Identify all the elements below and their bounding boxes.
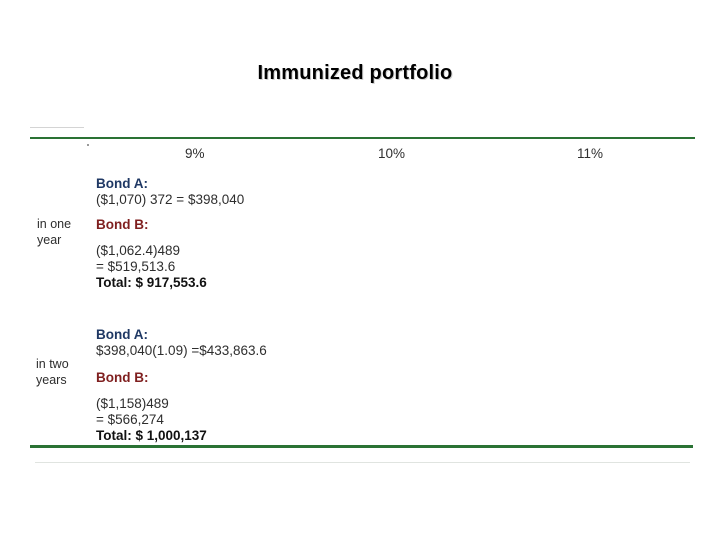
bond-a-label-row2: Bond A: [96, 327, 148, 342]
bond-a-value-row1: ($1,070) 372 = $398,040 [96, 192, 245, 207]
total-row2: Total: $ 1,000,137 [96, 428, 207, 443]
table-bottom-border-faint [35, 462, 690, 463]
bond-b-value-line1-row2: ($1,158)489 [96, 396, 169, 411]
table-top-border [30, 137, 695, 139]
column-header-9pct: 9% [185, 146, 205, 161]
stray-line-artifact [30, 127, 84, 128]
bond-a-label-row1: Bond A: [96, 176, 148, 191]
bond-b-value-line2-row1: = $519,513.6 [96, 259, 176, 274]
bond-a-value-row2: $398,040(1.09) =$433,863.6 [96, 343, 267, 358]
column-header-10pct: 10% [378, 146, 406, 161]
bond-b-value-line2-row2: = $566,274 [96, 412, 164, 427]
table-bottom-border [30, 445, 693, 448]
row-label-in-two-years: in two years [36, 357, 69, 387]
column-header-11pct: 11% [577, 146, 604, 161]
stray-dot-artifact [87, 144, 89, 146]
total-row1: Total: $ 917,553.6 [96, 275, 207, 290]
slide-title: Immunized portfolio [257, 62, 453, 84]
row-label-in-one-year: in one year [37, 217, 72, 247]
bond-b-label-row1: Bond B: [96, 217, 149, 232]
bond-b-value-line1-row1: ($1,062.4)489 [96, 243, 181, 258]
bond-b-label-row2: Bond B: [96, 370, 149, 385]
